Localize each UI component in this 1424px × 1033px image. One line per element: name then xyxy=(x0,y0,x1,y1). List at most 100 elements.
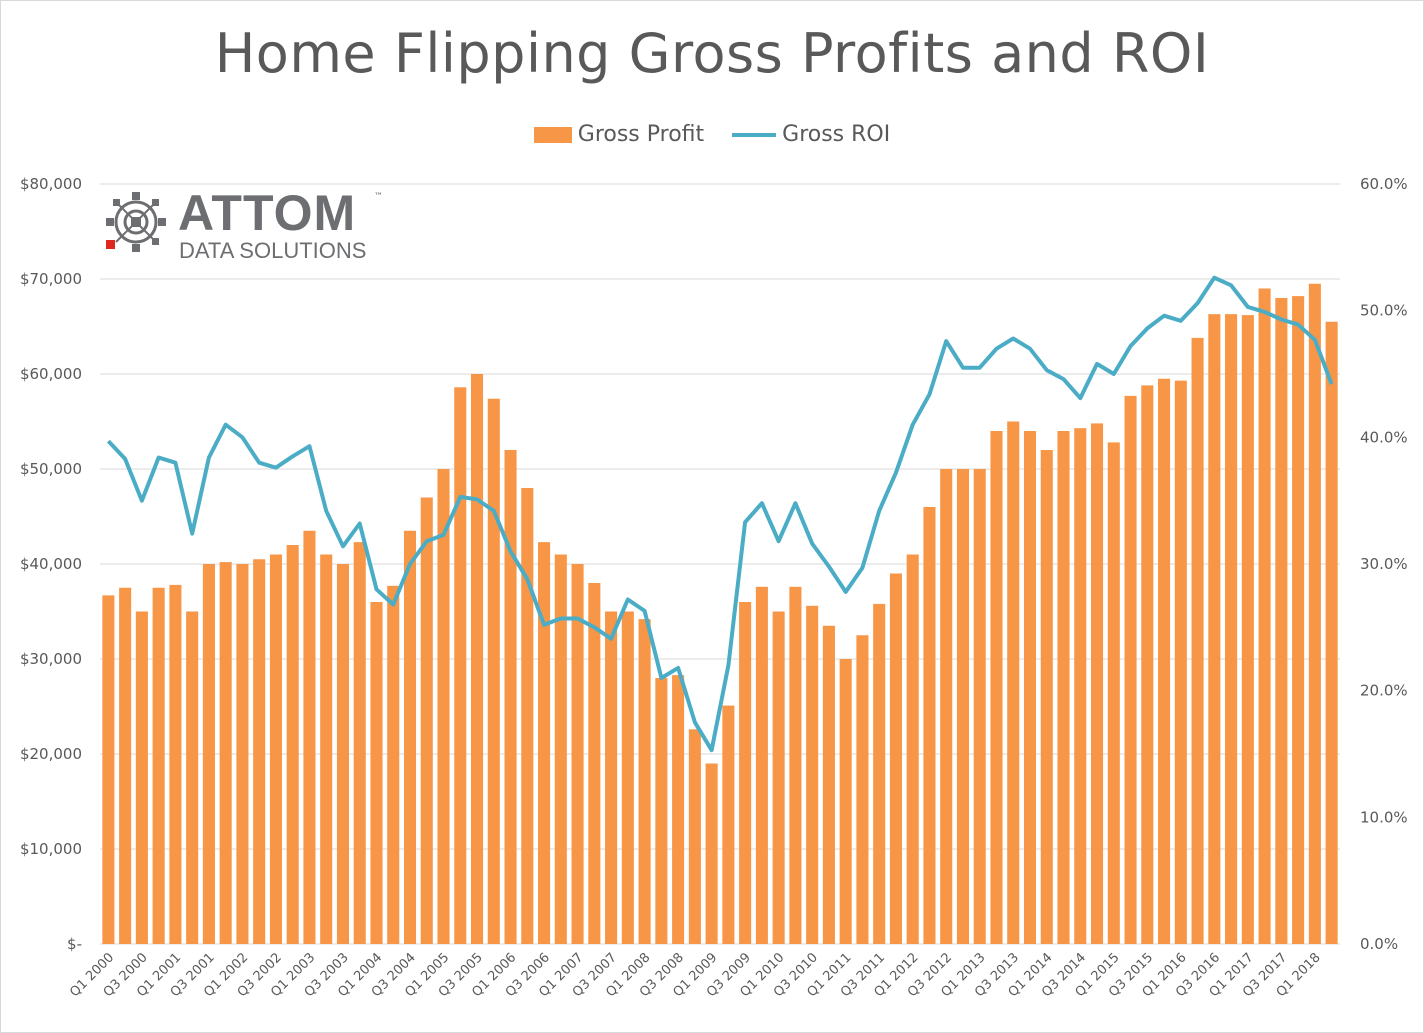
y-right-tick-label: 60.0% xyxy=(1360,175,1408,193)
legend-swatch-gross-profit xyxy=(533,126,572,143)
logo-subtitle: DATA SOLUTIONS xyxy=(179,238,367,263)
y-left-tick-label: $- xyxy=(67,935,82,953)
y-left-tick-label: $40,000 xyxy=(20,555,82,573)
y-right-tick-label: 50.0% xyxy=(1360,302,1408,320)
y-left-tick-label: $20,000 xyxy=(20,745,82,763)
bar-gross-profit xyxy=(219,562,232,944)
y-left-tick-label: $60,000 xyxy=(20,365,82,383)
bar-gross-profit xyxy=(806,605,819,944)
logo-trademark: ™ xyxy=(374,192,383,202)
bar-gross-profit xyxy=(1158,378,1171,944)
bar-gross-profit xyxy=(1225,314,1238,944)
bar-gross-profit xyxy=(856,635,869,944)
bar-gross-profit xyxy=(269,554,282,944)
bar-gross-profit xyxy=(1074,428,1087,944)
bar-gross-profit xyxy=(772,611,785,944)
bar-gross-profit xyxy=(1308,283,1321,944)
bar-gross-profit xyxy=(370,602,383,944)
attom-logo: ATTOM ™ DATA SOLUTIONS xyxy=(104,185,404,270)
bar-gross-profit xyxy=(789,586,802,944)
legend-item-gross-profit: Gross Profit xyxy=(533,122,705,147)
bar-gross-profit xyxy=(538,542,551,944)
logo-wordmark: ATTOM xyxy=(178,185,357,241)
bar-gross-profit xyxy=(638,619,651,944)
bar-gross-profit xyxy=(722,705,735,944)
bar-gross-profit xyxy=(169,584,182,944)
y-right-tick-label: 20.0% xyxy=(1360,682,1408,700)
bar-gross-profit xyxy=(588,583,601,944)
bar-gross-profit xyxy=(755,586,768,944)
legend-label-gross-profit: Gross Profit xyxy=(577,122,705,147)
bar-gross-profit xyxy=(487,398,500,944)
bar-gross-profit xyxy=(336,564,350,944)
bar-gross-profit xyxy=(940,469,953,944)
bar-gross-profit xyxy=(1275,298,1288,944)
bar-gross-profit xyxy=(889,573,902,944)
bar-gross-profit xyxy=(605,611,618,944)
bar-gross-profit xyxy=(202,564,215,944)
y-left-tick-label: $70,000 xyxy=(20,270,82,288)
bar-gross-profit xyxy=(1040,450,1053,944)
bar-gross-profit xyxy=(923,507,936,944)
bar-gross-profit xyxy=(1107,442,1120,944)
bar-gross-profit xyxy=(102,595,115,944)
bar-gross-profit xyxy=(1191,337,1204,944)
bar-gross-profit xyxy=(705,763,718,944)
bar-gross-profit xyxy=(353,542,366,944)
bar-gross-profit xyxy=(873,603,886,944)
bar-gross-profit xyxy=(253,559,266,944)
bar-gross-profit xyxy=(1141,385,1154,944)
bar-gross-profit xyxy=(521,488,534,944)
chart-title: Home Flipping Gross Profits and ROI xyxy=(214,22,1210,85)
line-gross-roi xyxy=(106,275,1334,753)
bar-gross-profit xyxy=(403,530,417,944)
y-left-tick-label: $30,000 xyxy=(20,650,82,668)
y-left-tick-label: $80,000 xyxy=(20,175,82,193)
bar-gross-profit xyxy=(1208,314,1221,944)
bar-gross-profit xyxy=(320,554,333,944)
bar-gross-profit xyxy=(906,554,919,944)
bar-gross-profit xyxy=(621,611,634,944)
bar-gross-profit xyxy=(839,659,852,944)
bar-gross-profit xyxy=(990,431,1003,944)
legend-swatch-gross-roi xyxy=(732,132,777,137)
bar-gross-profit xyxy=(454,387,467,944)
bar-gross-profit xyxy=(470,374,484,944)
legend-item-gross-roi: Gross ROI xyxy=(732,122,890,147)
bar-gross-profit xyxy=(135,611,148,944)
legend: Gross Profit Gross ROI xyxy=(0,122,1424,147)
bar-gross-profit xyxy=(1258,288,1271,944)
bar-gross-profit xyxy=(1023,431,1037,944)
bar-gross-profit xyxy=(420,497,433,944)
bar-gross-profit xyxy=(956,469,970,944)
bar-gross-profit xyxy=(504,450,517,944)
bar-gross-profit xyxy=(739,602,752,944)
bar-gross-profit xyxy=(387,585,400,944)
bar-gross-profit xyxy=(1057,431,1070,944)
bar-gross-profit xyxy=(973,469,986,944)
bar-gross-profit xyxy=(186,611,199,944)
y-right-tick-label: 0.0% xyxy=(1360,935,1398,953)
bar-gross-profit xyxy=(236,564,249,944)
bar-gross-profit xyxy=(1174,380,1187,944)
bar-gross-profit xyxy=(1007,421,1020,944)
bar-gross-profit xyxy=(1292,296,1305,945)
legend-label-gross-roi: Gross ROI xyxy=(782,122,891,147)
y-right-tick-label: 30.0% xyxy=(1360,555,1408,573)
bar-gross-profit xyxy=(1090,423,1104,944)
bar-gross-profit xyxy=(672,675,685,944)
attom-emblem-icon xyxy=(106,192,166,252)
bar-gross-profit xyxy=(437,469,450,944)
bar-gross-profit xyxy=(822,625,835,944)
y-right-tick-label: 10.0% xyxy=(1360,808,1408,826)
bar-gross-profit xyxy=(286,545,299,944)
bar-gross-profit xyxy=(554,554,567,944)
bar-gross-profit xyxy=(119,587,132,944)
bar-gross-profit xyxy=(655,678,668,944)
bar-gross-profit xyxy=(1325,321,1338,944)
bar-gross-profit xyxy=(1241,315,1254,945)
bar-gross-profit xyxy=(1124,395,1137,945)
bar-gross-profit xyxy=(571,564,584,944)
bar-gross-profit xyxy=(303,530,316,944)
